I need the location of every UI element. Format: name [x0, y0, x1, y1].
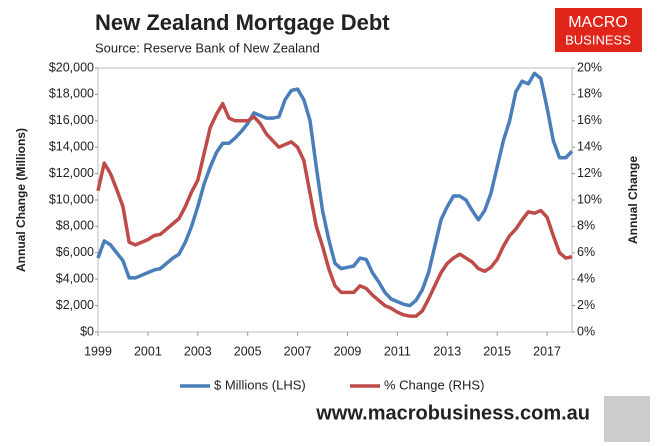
y-tick-label: $10,000 [49, 192, 94, 206]
y-tick-label: $0 [80, 324, 94, 338]
y2-tick-label: 14% [577, 139, 602, 153]
y2-tick-label: 18% [577, 87, 602, 101]
x-tick-label: 1999 [84, 344, 112, 358]
y2-tick-label: 10% [577, 192, 602, 206]
website: www.macrobusiness.com.au [315, 402, 590, 424]
chart-subtitle: Source: Reserve Bank of New Zealand [95, 40, 320, 55]
data-line [96, 71, 574, 308]
y-tick-label: $4,000 [56, 271, 94, 285]
y2-tick-label: 20% [577, 60, 602, 74]
logo-image [604, 396, 650, 442]
y2-axis-label: Annual Change [626, 156, 640, 244]
x-tick-label: 2013 [433, 344, 461, 358]
logo-box [555, 8, 642, 52]
y-tick-label: $16,000 [49, 113, 94, 127]
x-tick-label: 2011 [384, 344, 411, 358]
y2-tick-label: 6% [577, 245, 595, 259]
y2-tick-label: 4% [577, 271, 595, 285]
legend-label: % Change (RHS) [384, 377, 484, 392]
y-tick-label: $12,000 [49, 166, 94, 180]
y-tick-label: $8,000 [56, 219, 94, 233]
x-tick-label: 2007 [284, 344, 312, 358]
x-tick-label: 2017 [533, 344, 561, 358]
y-tick-label: $18,000 [49, 87, 94, 101]
y-tick-label: $6,000 [56, 245, 94, 259]
plot-frame [97, 67, 573, 333]
y-axis-label: Annual Change (Millions) [14, 128, 28, 272]
x-tick-label: 2005 [234, 344, 262, 358]
logo-text: BUSINESS [565, 32, 631, 47]
y2-tick-label: 12% [577, 166, 602, 180]
data-line [96, 101, 573, 318]
y2-tick-label: 0% [577, 324, 595, 338]
y2-tick-label: 2% [577, 298, 595, 312]
y-tick-label: $2,000 [56, 298, 94, 312]
x-tick-label: 2001 [134, 344, 162, 358]
y-tick-label: $14,000 [49, 139, 94, 153]
x-tick-label: 2009 [334, 344, 362, 358]
y2-tick-label: 16% [577, 113, 602, 127]
chart-title: New Zealand Mortgage Debt [95, 10, 390, 35]
logo-text: MACRO [568, 14, 628, 31]
legend-label: $ Millions (LHS) [214, 377, 306, 392]
x-tick-label: 2003 [184, 344, 212, 358]
x-tick-label: 2015 [483, 344, 511, 358]
y-tick-label: $20,000 [49, 60, 94, 74]
y2-tick-label: 8% [577, 219, 595, 233]
